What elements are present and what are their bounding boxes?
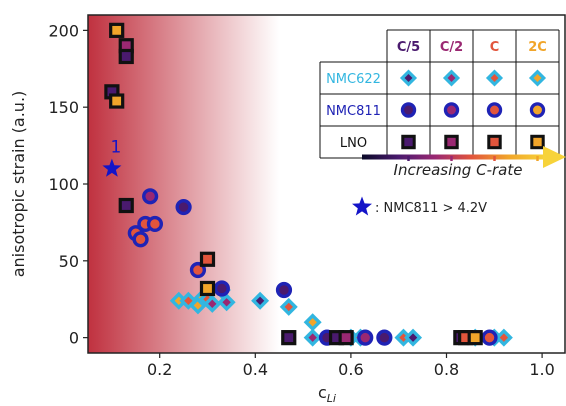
x-tick-label: 0.4 <box>243 360 268 379</box>
nmc811-point <box>132 231 149 248</box>
star-legend-icon <box>352 196 372 216</box>
legend-material-label: NMC811 <box>326 104 381 119</box>
legend-rate-header: C/2 <box>440 40 463 55</box>
lno-point <box>199 251 216 267</box>
point-annotation-label: 1 <box>110 138 121 158</box>
nmc811-point <box>142 188 159 205</box>
c-rate-arrow: Increasing C-rate <box>362 146 566 179</box>
nmc811-point <box>275 281 293 299</box>
nmc811-point <box>357 329 374 346</box>
x-axis-label: cLi <box>318 383 336 405</box>
nmc622-point-center <box>308 318 317 327</box>
legend-marker-lno <box>444 134 459 150</box>
plot-axes: 0.2 0.4 0.6 0.8 1.0 0 50 100 150 200 <box>48 14 566 379</box>
lno-point <box>118 197 134 214</box>
nmc622-point-center <box>193 301 203 310</box>
legend-marker-lno <box>487 134 502 150</box>
y-tick-label: 0 <box>69 329 79 348</box>
nmc622-point-center <box>284 302 293 312</box>
legend-marker-lno <box>401 134 416 150</box>
y-tick-label: 100 <box>48 175 79 194</box>
x-tick-label: 1.0 <box>529 360 554 379</box>
x-tick-label: 0.6 <box>338 360 363 379</box>
nmc811-point <box>376 329 393 346</box>
star-legend: : NMC811 > 4.2V <box>352 196 487 216</box>
lno-point <box>109 93 125 109</box>
legend-marker-nmc622-center <box>404 74 413 82</box>
nmc622-point-center <box>308 333 317 342</box>
legend-marker-nmc622-center <box>447 74 456 82</box>
c-rate-arrow-label: Increasing C-rate <box>394 161 523 179</box>
lno-point <box>118 48 134 65</box>
y-axis-label: anisotropic strain (a.u.) <box>9 91 28 278</box>
x-tick-label: 0.2 <box>147 360 172 379</box>
legend-marker-nmc811 <box>400 102 417 118</box>
lno-point <box>199 280 216 297</box>
c-rate-arrow-head <box>543 146 566 168</box>
legend-marker-nmc622-center <box>533 74 542 82</box>
legend-marker-nmc811 <box>529 102 546 118</box>
legend-rate-header: 2C <box>528 40 547 55</box>
lno-point <box>467 330 483 346</box>
nmc811-point <box>146 215 164 233</box>
nmc622-point-center <box>208 299 217 309</box>
legend-material-label: NMC622 <box>326 72 381 87</box>
nmc622-point-center <box>222 298 231 307</box>
lno-point <box>109 22 125 38</box>
c-rate-arrow-shaft <box>362 154 545 160</box>
legend-rate-header: C/5 <box>397 40 420 55</box>
nmc811-point <box>175 198 192 216</box>
nmc622-point-center <box>499 333 509 342</box>
legend-marker-lno <box>530 134 545 150</box>
nmc622-point-center <box>203 295 212 304</box>
y-tick-label: 200 <box>48 21 79 40</box>
nmc622-point-center <box>255 296 265 305</box>
y-tick-label: 150 <box>48 98 79 117</box>
nmc622-point-center <box>184 296 193 305</box>
legend-material-label: LNO <box>340 136 367 151</box>
lno-point <box>281 330 297 346</box>
data-points: 1 <box>102 22 513 347</box>
y-tick-label: 50 <box>59 252 79 271</box>
legend-marker-nmc811 <box>443 102 460 118</box>
nmc622-point-center <box>399 333 408 342</box>
legend-table: C/5 C/2 C 2C NMC622 NMC811 LNO <box>319 29 560 159</box>
nmc811-point <box>213 280 230 297</box>
nmc622-point-center <box>408 333 418 342</box>
lno-point <box>338 330 354 346</box>
nmc622-point-center <box>174 296 184 305</box>
legend-rate-header: C <box>490 40 500 55</box>
legend-marker-nmc811 <box>486 102 503 118</box>
nmc811-point <box>481 329 498 346</box>
legend-marker-nmc622-center <box>490 74 499 82</box>
nmc811-4-2v-point <box>102 158 122 177</box>
star-legend-label: : NMC811 > 4.2V <box>375 201 487 216</box>
x-tick-label: 0.8 <box>434 360 459 379</box>
